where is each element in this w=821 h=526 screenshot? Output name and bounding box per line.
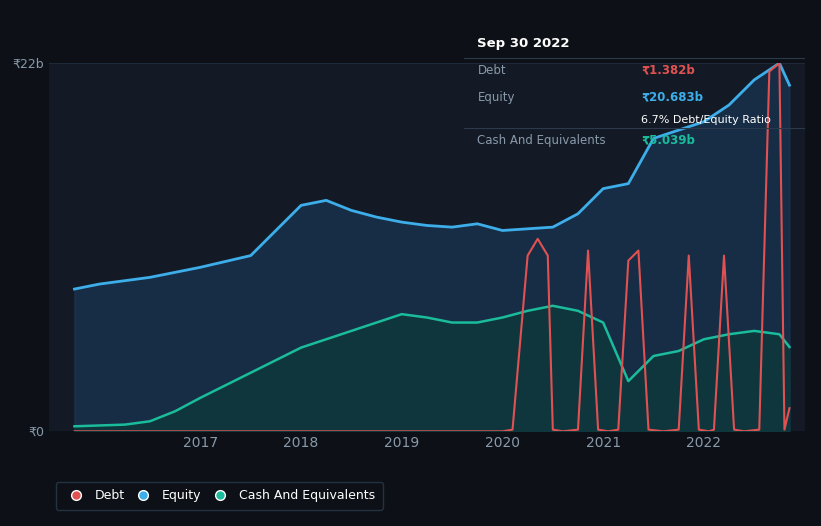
Text: ₹20.683b: ₹20.683b: [641, 90, 703, 104]
Text: ₹5.039b: ₹5.039b: [641, 134, 695, 147]
Text: Cash And Equivalents: Cash And Equivalents: [478, 134, 606, 147]
Text: Equity: Equity: [478, 90, 515, 104]
Text: Debt: Debt: [478, 64, 506, 77]
Legend: Debt, Equity, Cash And Equivalents: Debt, Equity, Cash And Equivalents: [56, 482, 383, 510]
Text: Sep 30 2022: Sep 30 2022: [478, 37, 570, 50]
Text: ₹1.382b: ₹1.382b: [641, 64, 695, 77]
Text: 6.7% Debt/Equity Ratio: 6.7% Debt/Equity Ratio: [641, 115, 771, 125]
